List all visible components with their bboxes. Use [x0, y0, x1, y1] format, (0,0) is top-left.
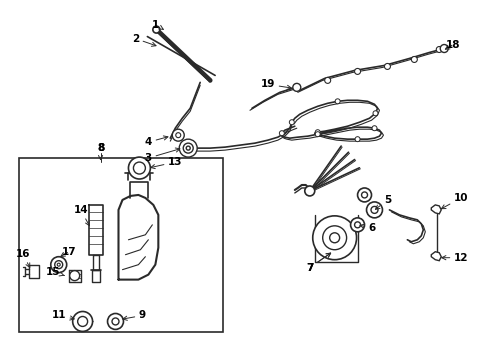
Circle shape	[70, 271, 80, 280]
Circle shape	[186, 146, 190, 150]
Circle shape	[179, 139, 197, 157]
Circle shape	[355, 68, 361, 75]
Text: 10: 10	[441, 193, 468, 209]
Circle shape	[112, 318, 119, 325]
Circle shape	[172, 129, 184, 141]
Text: 11: 11	[51, 310, 74, 320]
Circle shape	[315, 132, 320, 137]
Text: 18: 18	[445, 40, 461, 50]
Circle shape	[358, 188, 371, 202]
Text: 15: 15	[46, 267, 64, 276]
Text: 19: 19	[261, 79, 292, 89]
Circle shape	[330, 233, 340, 243]
Text: 9: 9	[123, 310, 146, 320]
Text: 6: 6	[360, 223, 375, 233]
Circle shape	[371, 206, 378, 213]
Circle shape	[436, 46, 442, 53]
Text: 7: 7	[306, 253, 331, 273]
Polygon shape	[431, 205, 441, 214]
Circle shape	[440, 45, 448, 53]
Circle shape	[279, 131, 284, 136]
Polygon shape	[431, 252, 441, 261]
Circle shape	[73, 311, 93, 332]
Circle shape	[362, 192, 368, 198]
Text: 16: 16	[16, 249, 30, 267]
Circle shape	[325, 77, 331, 84]
Text: 17: 17	[61, 247, 76, 257]
Circle shape	[107, 314, 123, 329]
Text: 12: 12	[441, 253, 468, 263]
Circle shape	[335, 99, 340, 104]
Circle shape	[372, 126, 377, 131]
Circle shape	[355, 222, 361, 228]
Text: 1: 1	[152, 19, 163, 30]
Circle shape	[313, 216, 357, 260]
Circle shape	[176, 133, 181, 138]
Text: 8: 8	[97, 143, 104, 153]
Text: 2: 2	[132, 33, 156, 46]
Circle shape	[385, 63, 391, 69]
Circle shape	[323, 226, 346, 250]
Circle shape	[153, 26, 160, 33]
Text: 14: 14	[74, 205, 89, 226]
Circle shape	[350, 218, 365, 232]
Text: 8: 8	[97, 143, 104, 159]
Text: 3: 3	[145, 148, 180, 163]
Circle shape	[315, 130, 320, 135]
Circle shape	[367, 202, 383, 218]
Text: 4: 4	[145, 136, 168, 147]
Circle shape	[412, 57, 417, 62]
Circle shape	[289, 120, 294, 125]
Text: 5: 5	[375, 195, 391, 210]
Circle shape	[373, 111, 378, 116]
Bar	[19, 158, 223, 332]
Circle shape	[293, 84, 301, 91]
Circle shape	[305, 186, 315, 196]
Circle shape	[77, 316, 88, 327]
Circle shape	[55, 261, 63, 269]
Circle shape	[57, 263, 60, 266]
Text: 7: 7	[306, 253, 331, 273]
Text: 13: 13	[151, 157, 182, 168]
Circle shape	[183, 143, 193, 153]
Circle shape	[355, 137, 360, 141]
Circle shape	[133, 162, 146, 174]
Circle shape	[128, 157, 150, 179]
Circle shape	[51, 257, 67, 273]
